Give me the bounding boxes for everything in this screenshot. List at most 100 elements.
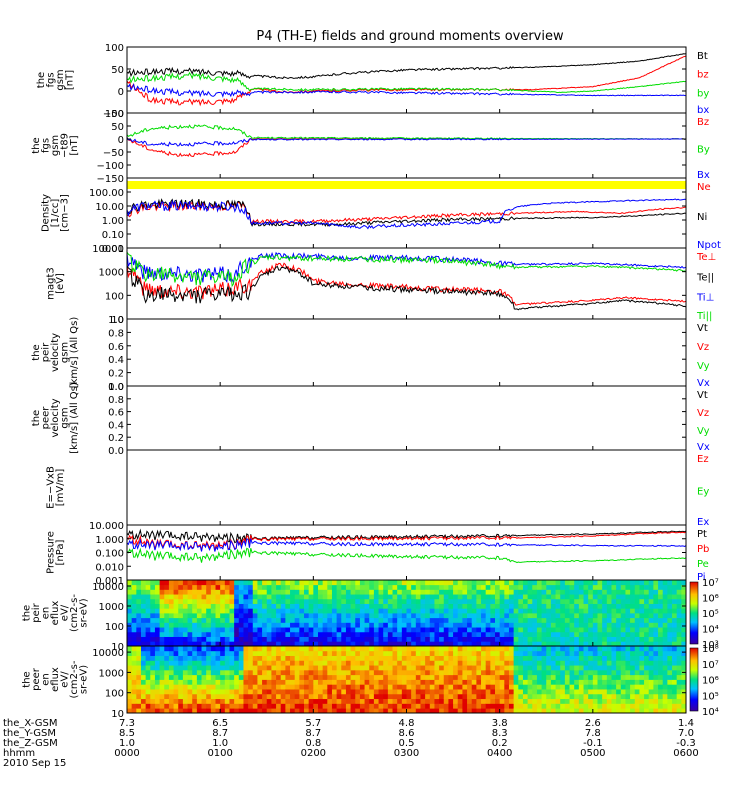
spectrogram-cell [648,613,654,619]
spectrogram-cell [602,603,608,609]
spectrogram-cell [192,674,198,680]
spectrogram-cell [583,636,589,642]
spectrogram-cell [401,641,407,647]
y-tick-label: 0.6 [108,408,124,419]
spectrogram-cell [522,594,529,600]
spectrogram-cell [406,674,412,680]
spectrogram-cell [541,622,547,628]
spectrogram-cell [644,636,650,642]
spectrogram-cell [578,693,584,700]
spectrogram-cell [508,674,515,680]
spectrogram-cell [257,631,263,637]
spectrogram-cell [672,598,678,604]
spectrogram-cell [317,627,324,633]
spectrogram-cell [164,674,170,680]
spectrogram-cell [159,693,165,700]
spectrogram-cell [420,631,426,637]
spectrogram-cell [276,703,282,709]
spectrogram-cell [546,608,552,614]
spectrogram-cell [383,646,389,652]
spectrogram-cell [434,584,440,590]
spectrogram-cell [681,665,687,671]
spectrogram-cell [276,636,282,642]
spectrogram-cell [238,608,244,614]
spectrogram-cell [154,655,161,661]
spectrogram-cell [602,665,608,671]
spectrogram-cell [495,636,501,642]
spectrogram-cell [550,608,556,614]
spectrogram-cell [350,622,356,628]
spectrogram-cell [322,641,328,647]
spectrogram-cell [546,674,552,680]
spectrogram-cell [634,655,640,661]
spectrogram-cell [238,622,244,628]
spectrogram-cell [397,693,403,700]
spectrogram-cell [532,674,538,680]
spectrogram-cell [648,584,654,590]
spectrogram-cell [178,674,184,680]
spectrogram-cell [364,617,370,623]
spectrogram-cell [234,580,240,586]
spectrogram-cell [327,708,333,714]
spectrogram-cell [541,603,547,609]
spectrogram-cell [322,698,328,704]
spectrogram-cell [522,608,529,614]
spectrogram-cell [443,689,449,695]
spectrogram-cell [192,655,198,661]
spectrogram-cell [630,698,636,704]
spectrogram-cell [248,646,254,652]
spectrogram-cell [592,598,598,604]
spectrogram-cell [238,693,244,700]
spectrogram-cell [243,631,249,637]
spectrogram-cell [196,594,202,600]
spectrogram-cell [439,584,445,590]
spectrogram-cell [522,679,529,685]
spectrogram-cell [597,669,603,676]
legend-Vy: Vy [697,361,710,372]
spectrogram-cell [499,684,505,690]
spectrogram-cell [373,650,379,656]
spectrogram-cell [341,655,347,661]
spectrogram-cell [350,631,356,637]
spectrogram-cell [173,598,179,604]
spectrogram-cell [145,665,151,671]
spectrogram-cell [434,603,440,609]
spectrogram-cell [383,608,389,614]
spectrogram-cell [401,708,407,714]
spectrogram-cell [406,669,412,676]
spectrogram-cell [602,641,608,647]
spectrogram-cell [504,580,510,586]
spectrogram-cell [159,660,165,666]
spectrogram-cell [322,617,328,623]
spectrogram-cell [192,665,198,671]
spectrogram-cell [546,613,552,619]
spectrogram-cell [327,622,333,628]
spectrogram-cell [341,646,347,652]
spectrogram-cell [248,660,254,666]
spectrogram-cell [252,674,258,680]
spectrogram-cell [262,580,268,586]
spectrogram-cell [676,598,682,604]
spectrogram-cell [499,650,505,656]
spectrogram-cell [681,641,687,647]
spectrogram-cell [327,665,333,671]
spectrogram-cell [574,674,580,680]
spectrogram-cell [564,679,570,685]
spectrogram-cell [331,636,338,642]
spectrogram-cell [182,613,188,619]
spectrogram-cell [150,631,156,637]
spectrogram-cell [527,622,533,628]
spectrogram-cell [299,594,305,600]
spectrogram-cell [182,580,188,586]
spectrogram-cell [378,631,384,637]
spectrogram-cell [331,669,338,676]
spectrogram-cell [229,703,235,709]
spectrogram-cell [522,708,529,714]
spectrogram-cell [206,669,212,676]
spectrogram-cell [415,631,421,637]
spectrogram-cell [625,703,631,709]
spectrogram-cell [364,613,370,619]
spectrogram-cell [634,679,640,685]
spectrogram-cell [387,627,393,633]
spectrogram-cell [359,580,365,586]
